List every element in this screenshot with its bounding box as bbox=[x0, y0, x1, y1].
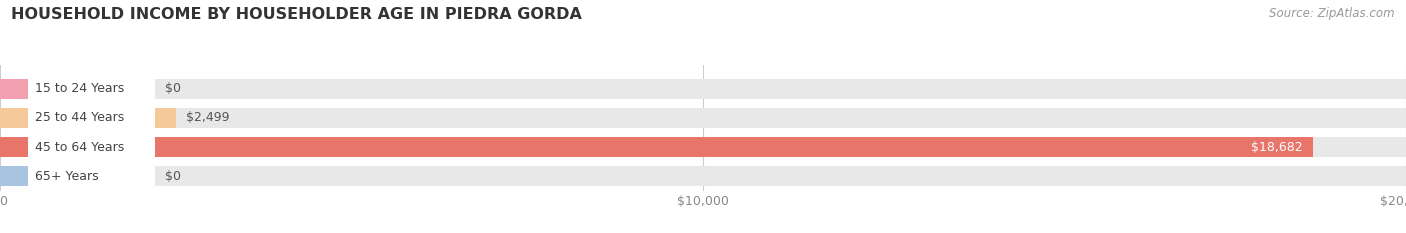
Bar bbox=[0, 108, 155, 128]
Bar bbox=[0, 79, 1406, 99]
Text: 15 to 24 Years: 15 to 24 Years bbox=[35, 82, 124, 95]
Bar bbox=[0, 167, 155, 186]
Bar bbox=[0, 137, 1313, 157]
Bar bbox=[0, 167, 1406, 186]
Bar bbox=[0, 108, 1406, 128]
Bar bbox=[0, 79, 28, 99]
Bar bbox=[0, 137, 155, 157]
Bar bbox=[0, 137, 28, 157]
Text: $18,682: $18,682 bbox=[1251, 141, 1303, 154]
Bar bbox=[0, 137, 1406, 157]
Text: HOUSEHOLD INCOME BY HOUSEHOLDER AGE IN PIEDRA GORDA: HOUSEHOLD INCOME BY HOUSEHOLDER AGE IN P… bbox=[11, 7, 582, 22]
Text: 45 to 64 Years: 45 to 64 Years bbox=[35, 141, 124, 154]
Text: $2,499: $2,499 bbox=[186, 111, 229, 124]
Text: $0: $0 bbox=[166, 82, 181, 95]
Bar bbox=[0, 167, 28, 186]
Bar bbox=[0, 108, 176, 128]
Bar bbox=[0, 79, 155, 99]
Text: Source: ZipAtlas.com: Source: ZipAtlas.com bbox=[1270, 7, 1395, 20]
Text: 65+ Years: 65+ Years bbox=[35, 170, 98, 183]
Bar bbox=[0, 108, 28, 128]
Text: $0: $0 bbox=[166, 170, 181, 183]
Text: 25 to 44 Years: 25 to 44 Years bbox=[35, 111, 124, 124]
